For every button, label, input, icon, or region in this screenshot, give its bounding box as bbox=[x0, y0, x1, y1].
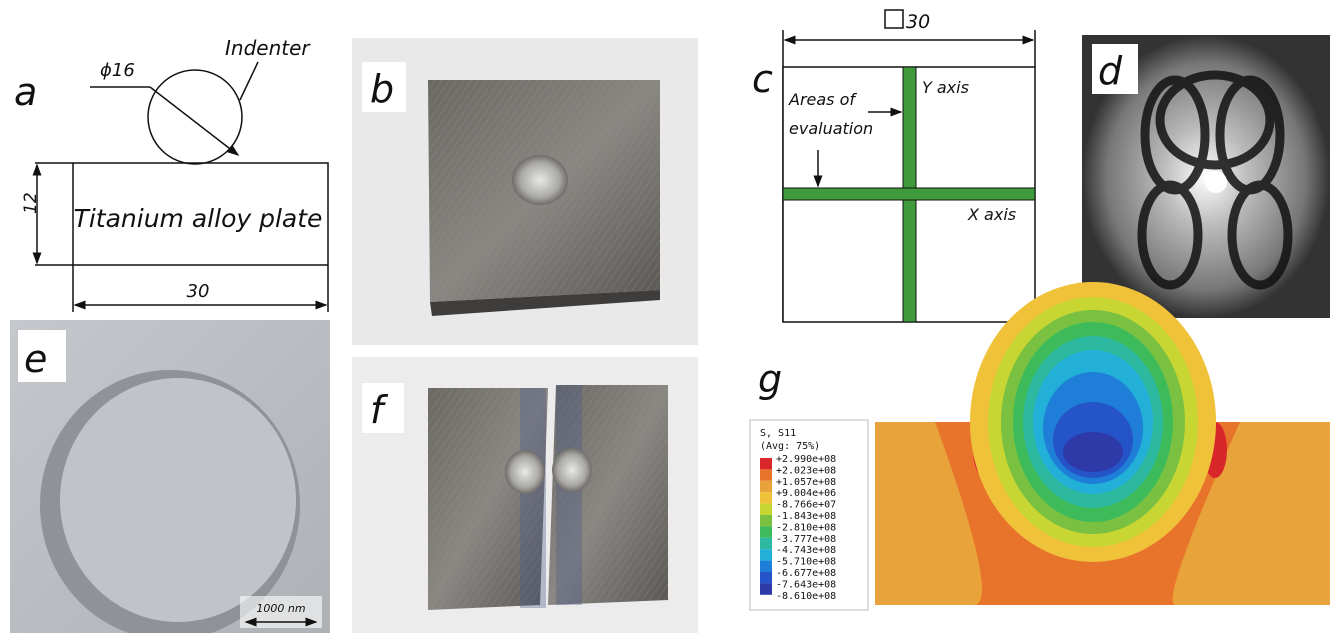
figure: a ϕ16 Indenter 12 Titanium alloy plate 3… bbox=[0, 0, 1330, 633]
panel-b: b bbox=[352, 38, 698, 345]
legend-swatch bbox=[760, 561, 772, 572]
panel-label: d bbox=[1098, 49, 1123, 93]
legend-value: -2.810e+08 bbox=[776, 522, 836, 533]
panel-c: c 30 Areas of evaluation Y axis X axis bbox=[752, 10, 1035, 322]
indent bbox=[552, 448, 592, 492]
diameter-label: ϕ16 bbox=[100, 60, 135, 81]
panel-g: g S, S11 (Avg: 75%) +2.990e+08+2.023e+08… bbox=[750, 282, 1330, 610]
legend-swatch bbox=[760, 526, 772, 537]
plate-label: Titanium alloy plate bbox=[74, 204, 323, 233]
square-symbol bbox=[885, 10, 903, 28]
legend-swatch bbox=[760, 549, 772, 560]
heat-tint bbox=[520, 388, 546, 608]
legend-value: -6.677e+08 bbox=[776, 568, 836, 579]
diameter-line bbox=[150, 87, 238, 155]
heat-tint bbox=[556, 385, 582, 605]
legend-swatch bbox=[760, 515, 772, 526]
size-label: 30 bbox=[906, 11, 930, 33]
legend-swatch bbox=[760, 469, 772, 480]
panel-e: e 1000 nm bbox=[10, 320, 330, 633]
scale-label: 1000 nm bbox=[256, 602, 305, 615]
panel-label: a bbox=[14, 70, 37, 114]
legend-swatch bbox=[760, 538, 772, 549]
legend-value: -3.777e+08 bbox=[776, 534, 836, 545]
panel-label: b bbox=[370, 67, 394, 111]
indent bbox=[512, 155, 568, 205]
contour-plot bbox=[875, 282, 1330, 605]
areas-label: evaluation bbox=[789, 119, 873, 138]
legend-value: -1.843e+08 bbox=[776, 511, 836, 522]
areas-label: Areas of bbox=[788, 90, 857, 109]
height-label: 12 bbox=[21, 192, 41, 214]
x-axis-label: X axis bbox=[967, 205, 1016, 224]
legend-swatch bbox=[760, 572, 772, 583]
panel-label: e bbox=[24, 337, 47, 381]
legend-value: -8.610e+08 bbox=[776, 591, 836, 602]
legend-swatch bbox=[760, 458, 772, 469]
legend-value: -5.710e+08 bbox=[776, 557, 836, 568]
legend-value: -4.743e+08 bbox=[776, 545, 836, 556]
legend-swatch bbox=[760, 504, 772, 515]
panel-a: a ϕ16 Indenter 12 Titanium alloy plate 3… bbox=[14, 36, 328, 312]
indenter-circle bbox=[148, 70, 242, 164]
legend-title: S, S11 bbox=[760, 428, 796, 439]
legend-value: -7.643e+08 bbox=[776, 579, 836, 590]
legend-value: +2.990e+08 bbox=[776, 454, 836, 465]
y-axis-label: Y axis bbox=[922, 78, 969, 97]
legend-value: +2.023e+08 bbox=[776, 465, 836, 476]
leader bbox=[240, 62, 258, 100]
panel-f: f bbox=[352, 357, 698, 633]
width-label: 30 bbox=[187, 281, 210, 302]
x-strip bbox=[783, 188, 1035, 200]
legend-value: +1.057e+08 bbox=[776, 477, 836, 488]
legend-swatch bbox=[760, 492, 772, 503]
legend-value: +9.004e+06 bbox=[776, 488, 836, 499]
panel-label: g bbox=[758, 357, 782, 401]
legend-swatch bbox=[760, 481, 772, 492]
indent bbox=[505, 450, 545, 494]
legend-value: -8.766e+07 bbox=[776, 500, 836, 511]
indenter-label: Indenter bbox=[225, 36, 311, 60]
hole-floor bbox=[60, 378, 296, 622]
panel-label: c bbox=[752, 57, 773, 101]
panel-d: d bbox=[1082, 35, 1330, 318]
legend-swatch bbox=[760, 583, 772, 594]
legend: +2.990e+08+2.023e+08+1.057e+08+9.004e+06… bbox=[760, 454, 836, 602]
legend-subtitle: (Avg: 75%) bbox=[760, 441, 820, 452]
hole bbox=[1205, 171, 1227, 193]
plate-outline bbox=[35, 163, 328, 312]
